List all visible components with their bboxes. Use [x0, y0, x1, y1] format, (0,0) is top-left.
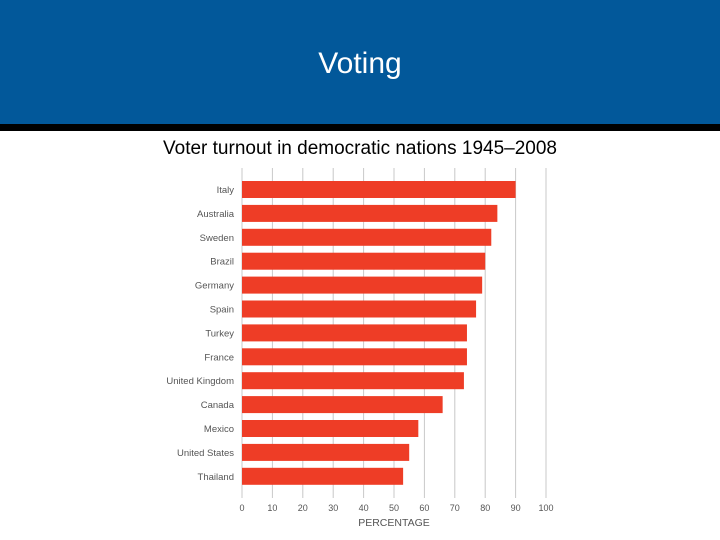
category-label: Turkey: [205, 328, 234, 339]
chart-subtitle: Voter turnout in democratic nations 1945…: [163, 138, 557, 159]
category-label: Canada: [201, 400, 235, 411]
category-label: Germany: [195, 281, 234, 292]
bar: [242, 300, 477, 318]
bar: [242, 348, 467, 366]
category-label: Brazil: [210, 257, 234, 268]
category-label: France: [204, 352, 234, 363]
x-tick-label: 100: [538, 503, 553, 513]
x-tick-label: 30: [328, 503, 338, 513]
x-tick-label: 70: [450, 503, 460, 513]
x-tick-label: 50: [389, 503, 399, 513]
x-tick-label: 80: [480, 503, 490, 513]
x-axis-label: PERCENTAGE: [358, 517, 430, 529]
x-tick-label: 40: [359, 503, 369, 513]
x-tick-label: 0: [239, 503, 244, 513]
category-label: Thailand: [198, 472, 234, 483]
category-label: Spain: [210, 305, 234, 316]
bar: [242, 324, 467, 342]
x-tick-label: 60: [419, 503, 429, 513]
bar: [242, 276, 483, 294]
bar: [242, 443, 410, 461]
category-label: Mexico: [204, 424, 234, 435]
bar: [242, 252, 486, 270]
x-tick-label: 10: [267, 503, 277, 513]
bar: [242, 204, 498, 222]
header-rule: [0, 124, 720, 131]
category-label: United States: [177, 448, 234, 459]
bar: [242, 372, 464, 390]
bar: [242, 181, 516, 198]
x-tick-label: 90: [511, 503, 521, 513]
bar: [242, 467, 404, 485]
x-tick-label: 20: [298, 503, 308, 513]
category-label: Italy: [217, 185, 235, 196]
bar: [242, 228, 492, 246]
category-label: Australia: [197, 209, 235, 220]
slide-title: Voting: [318, 47, 402, 80]
category-label: Sweden: [200, 233, 234, 244]
bar: [242, 396, 443, 414]
header-band: [0, 0, 720, 124]
category-label: United Kingdom: [166, 376, 234, 387]
bar: [242, 420, 419, 437]
